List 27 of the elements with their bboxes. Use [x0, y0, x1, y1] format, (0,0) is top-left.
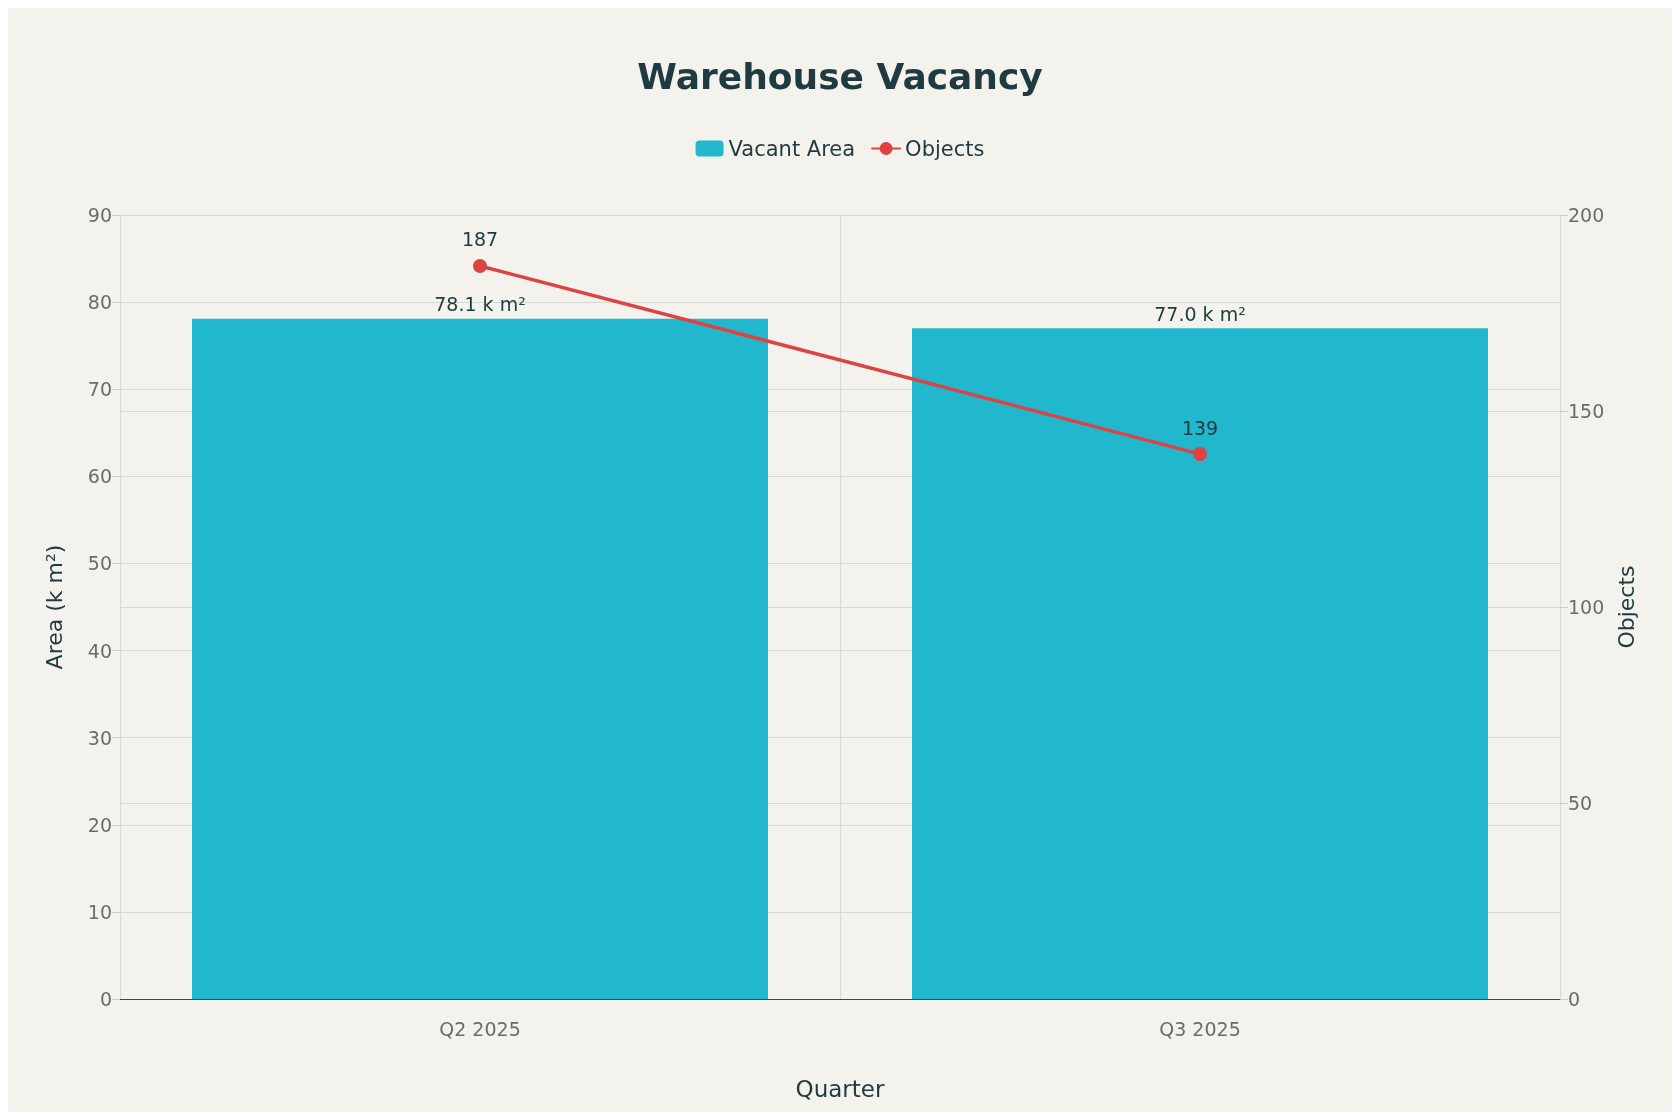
x-axis-title: Quarter: [795, 1075, 885, 1102]
legend-label: Vacant Area: [728, 136, 856, 161]
data-label: 187: [461, 228, 499, 251]
y-tick-label: 50: [87, 552, 112, 575]
y2-tick-label: 200: [1568, 204, 1605, 226]
data-label: 139: [1181, 416, 1219, 439]
y-axis-title: Area (k m²): [41, 544, 67, 670]
y-tick-label: 0: [99, 988, 112, 1010]
y2-axis-title: Objects: [1613, 565, 1639, 649]
y-tick-label: 30: [87, 726, 112, 749]
y2-tick-label: 100: [1568, 596, 1605, 618]
y-tick-label: 90: [87, 204, 112, 226]
y-tick-label: 10: [87, 900, 112, 923]
y2-tick-label: 150: [1568, 400, 1605, 422]
y-tick-label: 70: [87, 378, 112, 401]
y-tick-label: 80: [87, 291, 112, 314]
data-label: 78.1 k m²: [434, 293, 526, 316]
y2-tick-label: 50: [1568, 792, 1593, 814]
y-tick-label: 20: [87, 813, 112, 836]
legend-label: Objects: [905, 136, 985, 161]
x-tick-label: Q3 2025: [1159, 1017, 1241, 1040]
chart-title: Warehouse Vacancy: [637, 55, 1043, 97]
y-tick-label: 60: [87, 465, 112, 488]
y-tick-label: 40: [87, 639, 112, 662]
x-tick-label: Q2 2025: [439, 1017, 521, 1040]
data-label: 77.0 k m²: [1154, 302, 1246, 325]
y2-tick-label: 0: [1568, 988, 1581, 1010]
